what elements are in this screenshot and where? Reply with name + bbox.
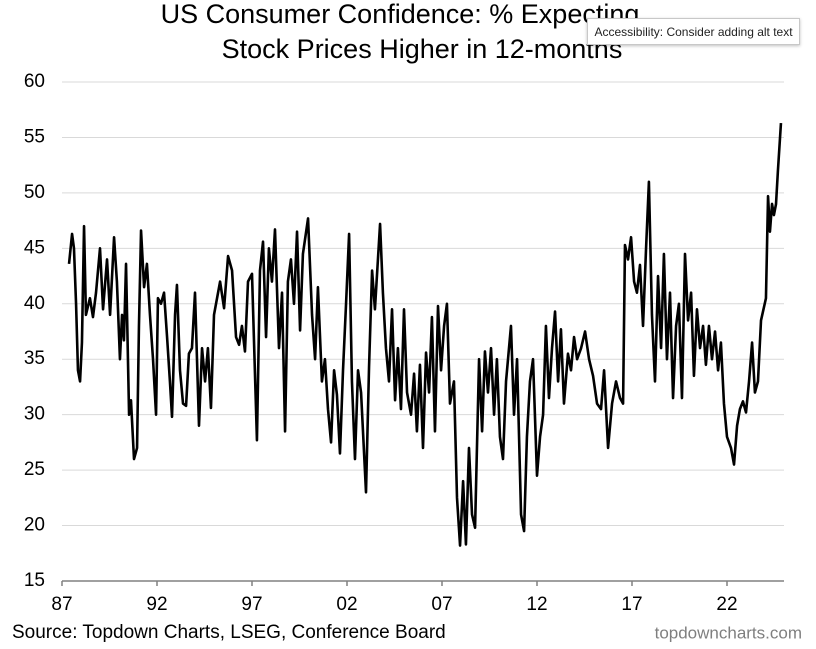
- y-tick-label: 60: [24, 71, 45, 92]
- x-tick-label: 92: [146, 594, 167, 615]
- y-tick-label: 15: [24, 570, 45, 591]
- watermark: topdowncharts.com: [655, 623, 802, 642]
- data-line: [67, 122, 783, 547]
- y-tick-label: 20: [24, 515, 45, 536]
- y-tick-label: 35: [24, 348, 45, 369]
- chart-title: US Consumer Confidence: % Expecting: [161, 0, 640, 29]
- x-tick-label: 12: [526, 594, 547, 615]
- x-tick-label: 22: [716, 594, 737, 615]
- y-tick-label: 45: [24, 237, 45, 258]
- chart-title: Stock Prices Higher in 12-months: [222, 34, 623, 64]
- x-tick-label: 02: [336, 594, 357, 615]
- x-tick-label: 97: [241, 594, 262, 615]
- x-tick-label: 17: [621, 594, 642, 615]
- y-tick-label: 25: [24, 459, 45, 480]
- y-tick-label: 30: [24, 404, 45, 425]
- x-tick-label: 07: [431, 594, 452, 615]
- y-tick-label: 40: [24, 293, 45, 314]
- y-tick-label: 55: [24, 126, 45, 147]
- source: Source: Topdown Charts, LSEG, Conference…: [12, 622, 446, 643]
- tooltip: Accessibility: Consider adding alt text: [587, 18, 800, 45]
- y-tick-label: 50: [24, 182, 45, 203]
- x-tick-label: 87: [51, 594, 72, 615]
